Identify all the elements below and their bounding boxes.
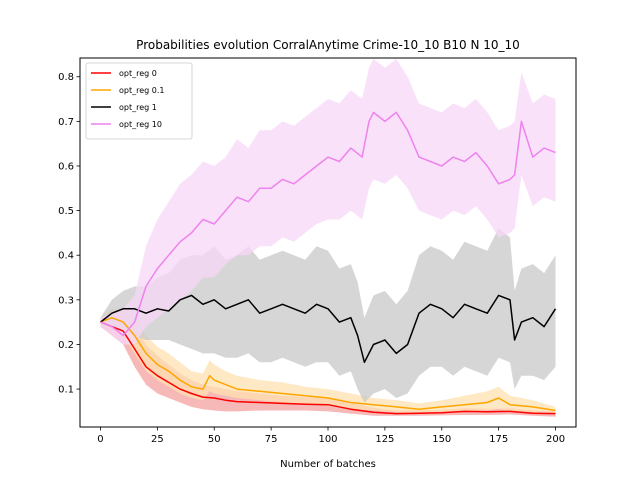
y-tick-label: 0.7 <box>58 117 74 128</box>
legend-label-opt-reg-0: opt_reg 0 <box>119 69 157 78</box>
x-tick-label: 75 <box>265 434 278 445</box>
series-lines <box>100 111 557 415</box>
y-axis-ticks: 0.1 0.2 0.3 0.4 0.5 0.6 0.7 0.8 <box>58 72 80 396</box>
x-tick-label: 125 <box>375 434 394 445</box>
y-tick-label: 0.8 <box>58 72 74 83</box>
band-opt-reg-0-1 <box>100 308 556 414</box>
x-tick-label: 25 <box>151 434 164 445</box>
x-tick-label: 100 <box>318 434 337 445</box>
legend-label-opt-reg-1: opt_reg 1 <box>119 103 157 112</box>
legend-box <box>85 62 193 140</box>
y-tick-label: 0.6 <box>58 161 74 172</box>
y-tick-label: 0.3 <box>58 295 74 306</box>
legend: opt_reg 0 opt_reg 0.1 opt_reg 1 opt_reg 10 <box>85 62 193 140</box>
x-axis-label: Number of batches <box>280 459 376 470</box>
y-tick-label: 0.1 <box>58 385 74 396</box>
confidence-bands <box>100 58 556 417</box>
x-tick-label: 0 <box>97 434 103 445</box>
series-line-opt-reg-0 <box>100 321 556 415</box>
y-tick-label: 0.4 <box>58 251 74 262</box>
chart-title: Probabilities evolution CorralAnytime Cr… <box>136 38 520 52</box>
series-line-opt-reg-0-1 <box>100 316 556 412</box>
y-tick-label: 0.5 <box>58 206 74 217</box>
series-line-opt-reg-1 <box>100 294 557 364</box>
legend-label-opt-reg-0-1: opt_reg 0.1 <box>119 86 165 95</box>
legend-label-opt-reg-10: opt_reg 10 <box>119 120 162 129</box>
x-tick-label: 200 <box>546 434 565 445</box>
series-line-opt-reg-10 <box>100 111 556 337</box>
y-tick-label: 0.2 <box>58 340 74 351</box>
x-tick-label: 50 <box>208 434 221 445</box>
x-axis-ticks: 0 25 50 75 100 125 150 175 200 <box>97 427 565 445</box>
x-tick-label: 150 <box>432 434 451 445</box>
x-tick-label: 175 <box>489 434 508 445</box>
band-opt-reg-10 <box>100 58 556 345</box>
